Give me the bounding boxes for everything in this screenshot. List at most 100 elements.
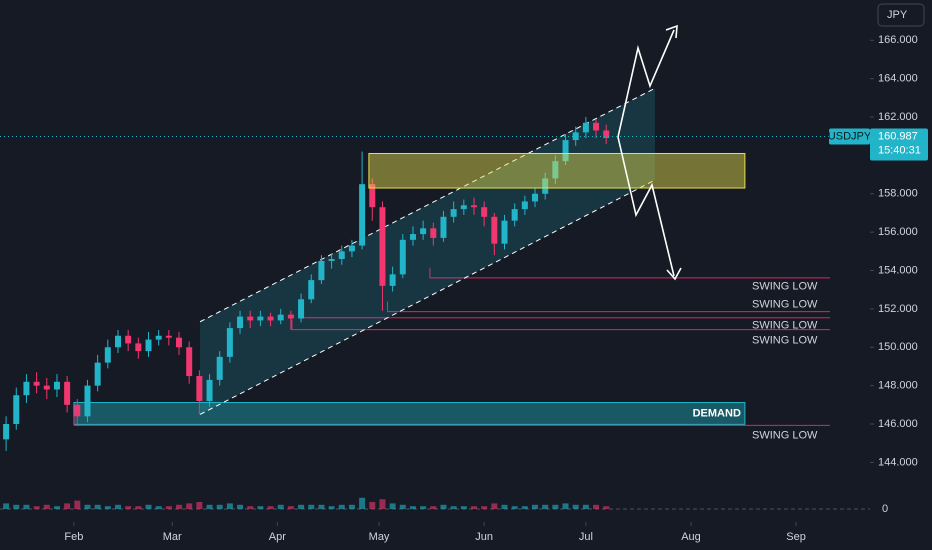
currency-button[interactable] bbox=[877, 3, 925, 27]
volume-bar bbox=[13, 504, 20, 509]
candle-body bbox=[196, 376, 203, 401]
candle-body bbox=[430, 228, 437, 238]
volume-bar bbox=[460, 506, 467, 509]
candle-body bbox=[511, 209, 518, 221]
down-arrow bbox=[617, 136, 675, 277]
volume-bar bbox=[94, 504, 101, 509]
candle-body bbox=[114, 335, 121, 348]
candle-body bbox=[420, 228, 427, 235]
candle-body bbox=[135, 343, 142, 352]
candle-body bbox=[298, 299, 305, 319]
candle-body bbox=[491, 216, 498, 244]
candle-body bbox=[603, 130, 610, 139]
candle-body bbox=[582, 122, 589, 133]
volume-bar bbox=[593, 504, 600, 509]
volume-bar bbox=[104, 506, 111, 509]
y-tick-label: 144.000 bbox=[878, 456, 918, 468]
volume-bar bbox=[247, 506, 254, 509]
y-tick-label: 154.000 bbox=[878, 264, 918, 276]
x-tick-label: Mar bbox=[163, 531, 182, 543]
candle-body bbox=[267, 316, 274, 321]
candle-body bbox=[237, 316, 244, 329]
candle-body bbox=[318, 260, 325, 281]
volume-bar bbox=[176, 504, 183, 509]
volume-bar bbox=[399, 504, 406, 509]
candle-body bbox=[542, 178, 549, 194]
candle-body bbox=[338, 251, 345, 260]
volume-bar bbox=[440, 504, 447, 509]
candle-body bbox=[53, 381, 60, 390]
candle-body bbox=[308, 280, 315, 300]
candle-body bbox=[84, 385, 91, 417]
volume-bar bbox=[318, 504, 325, 509]
volume-bar bbox=[562, 503, 569, 509]
candle-body bbox=[521, 201, 528, 210]
candle-body bbox=[379, 207, 386, 286]
volume-bar bbox=[277, 504, 284, 509]
volume-bar bbox=[84, 504, 91, 509]
volume-bar bbox=[430, 506, 437, 509]
candle-body bbox=[572, 132, 579, 141]
candle-body bbox=[470, 205, 477, 208]
supply-zone bbox=[368, 152, 746, 189]
volume-bar bbox=[43, 504, 50, 509]
volume-bar bbox=[409, 506, 416, 509]
candle-body bbox=[43, 385, 50, 390]
volume-bar bbox=[572, 504, 579, 509]
volume-bar bbox=[470, 506, 477, 509]
volume-bar bbox=[186, 503, 193, 509]
candle-body bbox=[532, 193, 539, 202]
candle-body bbox=[3, 424, 10, 440]
candle-body bbox=[257, 316, 264, 321]
symbol-box bbox=[829, 128, 870, 145]
volume-tick-label: 0 bbox=[882, 503, 888, 515]
volume-bar bbox=[603, 506, 610, 509]
symbol: USDJPY bbox=[828, 130, 872, 142]
candle-body bbox=[155, 335, 162, 340]
swing-low-label: SWING LOW bbox=[752, 281, 818, 293]
y-tick-label: 148.000 bbox=[878, 380, 918, 392]
projection-arrows bbox=[617, 24, 682, 281]
x-tick-label: Apr bbox=[269, 531, 286, 543]
volume-bar bbox=[582, 504, 589, 509]
candle-body bbox=[33, 381, 40, 386]
candle-body bbox=[145, 339, 152, 352]
volume-bar bbox=[308, 504, 315, 509]
volume-bar bbox=[511, 506, 518, 509]
channel-lower bbox=[199, 179, 656, 415]
candle-body bbox=[440, 216, 447, 238]
x-tick-label: Aug bbox=[681, 531, 701, 543]
candle-body bbox=[247, 316, 254, 321]
volume-bar bbox=[267, 506, 274, 509]
candle-body bbox=[165, 335, 172, 338]
candle-body bbox=[328, 259, 335, 261]
demand-zone bbox=[73, 402, 746, 425]
volume-bar bbox=[287, 506, 294, 509]
volume-bar bbox=[145, 504, 152, 509]
volume-bar bbox=[542, 504, 549, 509]
volume-bar bbox=[74, 500, 81, 509]
volume-bar bbox=[369, 502, 376, 509]
price-axis bbox=[870, 0, 932, 550]
y-tick-label: 158.000 bbox=[878, 188, 918, 200]
candle-body bbox=[23, 381, 30, 396]
candle-body bbox=[348, 245, 355, 252]
candle-body bbox=[409, 234, 416, 240]
volume-bar bbox=[257, 506, 264, 509]
swing-low-label: SWING LOW bbox=[752, 320, 818, 332]
volume-bar bbox=[53, 506, 60, 509]
volume-bar bbox=[379, 499, 386, 509]
axis-layer: 144.000 146.000 148.000 150.000 152.000 154.0… bbox=[64, 34, 928, 543]
x-tick-label: Jul bbox=[579, 531, 593, 543]
candle-body bbox=[216, 356, 223, 380]
volume-bar bbox=[135, 506, 142, 509]
volume-bar bbox=[450, 506, 457, 509]
swing-low-label: SWING LOW bbox=[752, 335, 818, 347]
x-tick-label: Sep bbox=[786, 531, 806, 543]
candle-body bbox=[481, 207, 488, 217]
volume-bar bbox=[328, 506, 335, 509]
y-tick-label: 146.000 bbox=[878, 418, 918, 430]
volume-bar bbox=[298, 504, 305, 509]
currency[interactable]: JPY bbox=[887, 9, 908, 21]
